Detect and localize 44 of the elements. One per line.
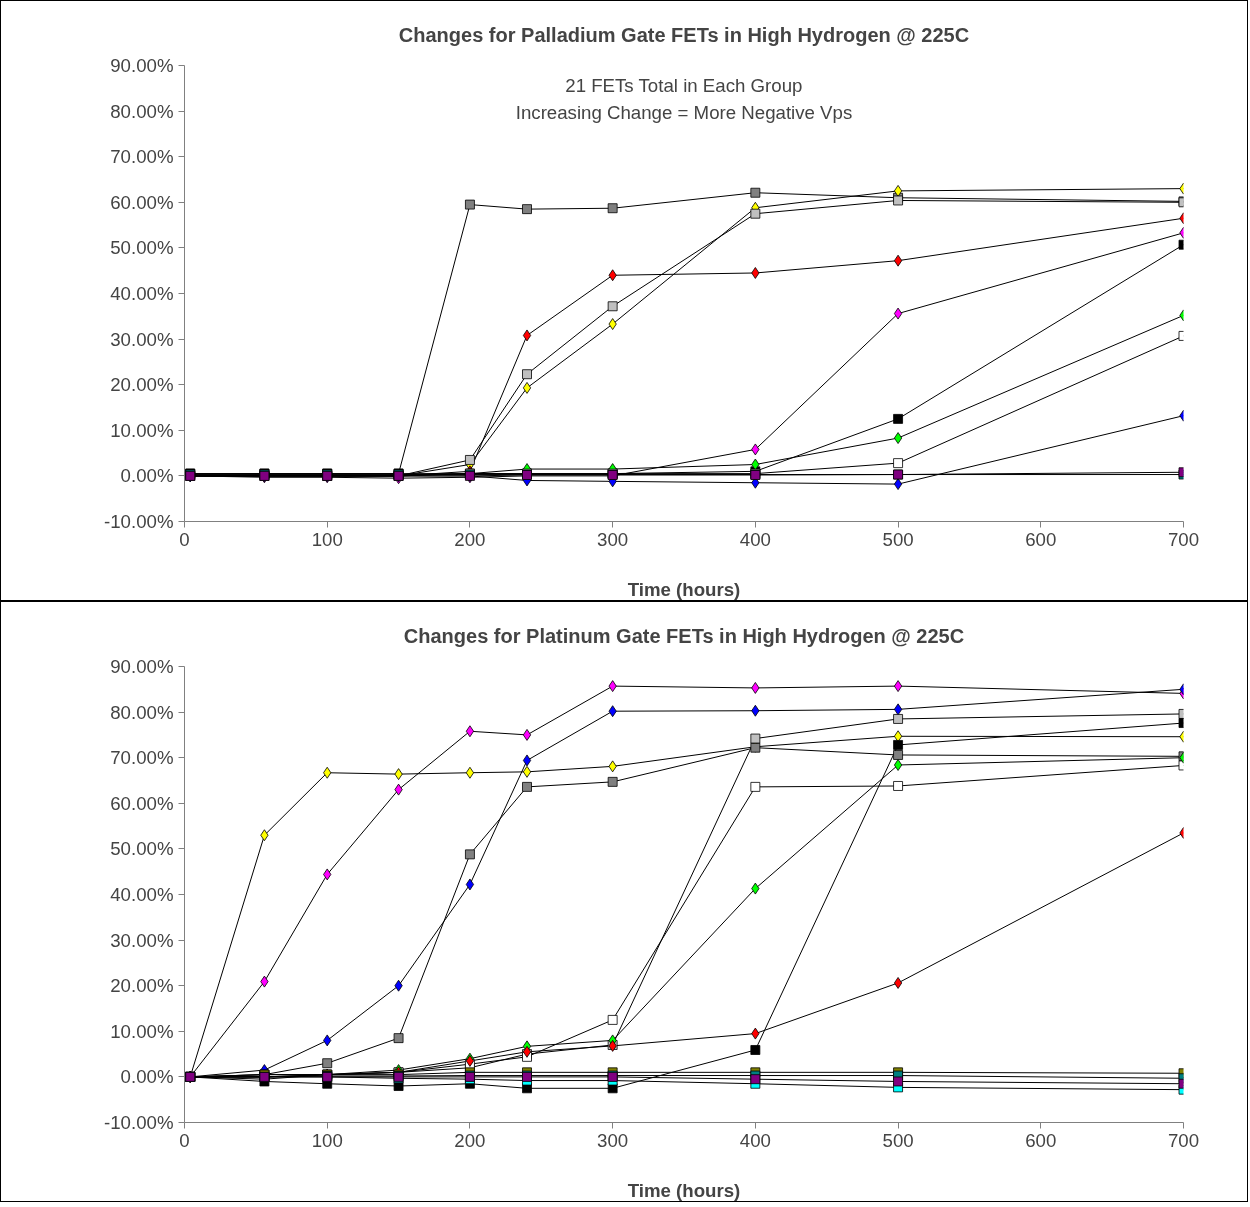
- y-tick-label: 20.00%: [110, 374, 174, 396]
- x-tick-label: 300: [597, 528, 629, 550]
- x-tick-label: 500: [882, 1129, 914, 1151]
- y-tick-label: 10.00%: [110, 419, 174, 441]
- chart-title: Changes for Palladium Gate FETs in High Hydrogen @ 225C: [398, 23, 970, 46]
- x-tick-label: 400: [739, 528, 771, 550]
- x-tick-label: 200: [454, 1129, 486, 1151]
- y-tick-label: 60.00%: [110, 191, 174, 213]
- y-tick-label: 60.00%: [110, 792, 174, 814]
- y-tick-label: 80.00%: [110, 100, 174, 122]
- x-tick-label: 100: [311, 1129, 343, 1151]
- y-tick-label: 30.00%: [110, 929, 174, 951]
- x-tick-label: 500: [882, 528, 914, 550]
- y-tick-label: 90.00%: [110, 656, 174, 677]
- y-tick-label: 50.00%: [110, 237, 174, 259]
- y-tick-label: 10.00%: [110, 1020, 174, 1042]
- y-tick-label: 20.00%: [110, 975, 174, 997]
- x-tick-label: 400: [739, 1129, 771, 1151]
- x-tick-label: 700: [1167, 1129, 1200, 1151]
- y-tick-label: -10.00%: [104, 511, 174, 532]
- y-tick-label: 50.00%: [110, 838, 174, 860]
- x-axis-title: Time (hours): [627, 578, 741, 600]
- y-tick-label: 80.00%: [110, 701, 174, 723]
- x-axis-title: Time (hours): [627, 1179, 741, 1201]
- x-tick-label: 100: [311, 528, 343, 550]
- y-tick-label: 70.00%: [110, 146, 174, 168]
- x-tick-label: 200: [454, 528, 486, 550]
- annotation: Increasing Change = More Negative Vps: [515, 102, 853, 123]
- y-tick-label: -10.00%: [104, 1112, 174, 1133]
- y-tick-label: 40.00%: [110, 283, 174, 304]
- x-tick-label: 300: [597, 1129, 629, 1151]
- y-tick-label: 0.00%: [120, 465, 174, 487]
- x-tick-label: 600: [1025, 1129, 1057, 1151]
- chart-title: Changes for Platinum Gate FETs in High Hydrogen @ 225C: [403, 624, 965, 647]
- x-tick-label: 0: [179, 528, 190, 550]
- y-tick-label: 0.00%: [120, 1066, 174, 1088]
- y-tick-label: 70.00%: [110, 747, 174, 769]
- annotation: 21 FETs Total in Each Group: [565, 75, 803, 96]
- y-tick-label: 90.00%: [110, 55, 174, 76]
- x-tick-label: 700: [1167, 528, 1200, 550]
- y-tick-label: 40.00%: [110, 884, 174, 905]
- x-tick-label: 600: [1025, 528, 1057, 550]
- x-tick-label: 0: [179, 1129, 190, 1151]
- y-tick-label: 30.00%: [110, 328, 174, 350]
